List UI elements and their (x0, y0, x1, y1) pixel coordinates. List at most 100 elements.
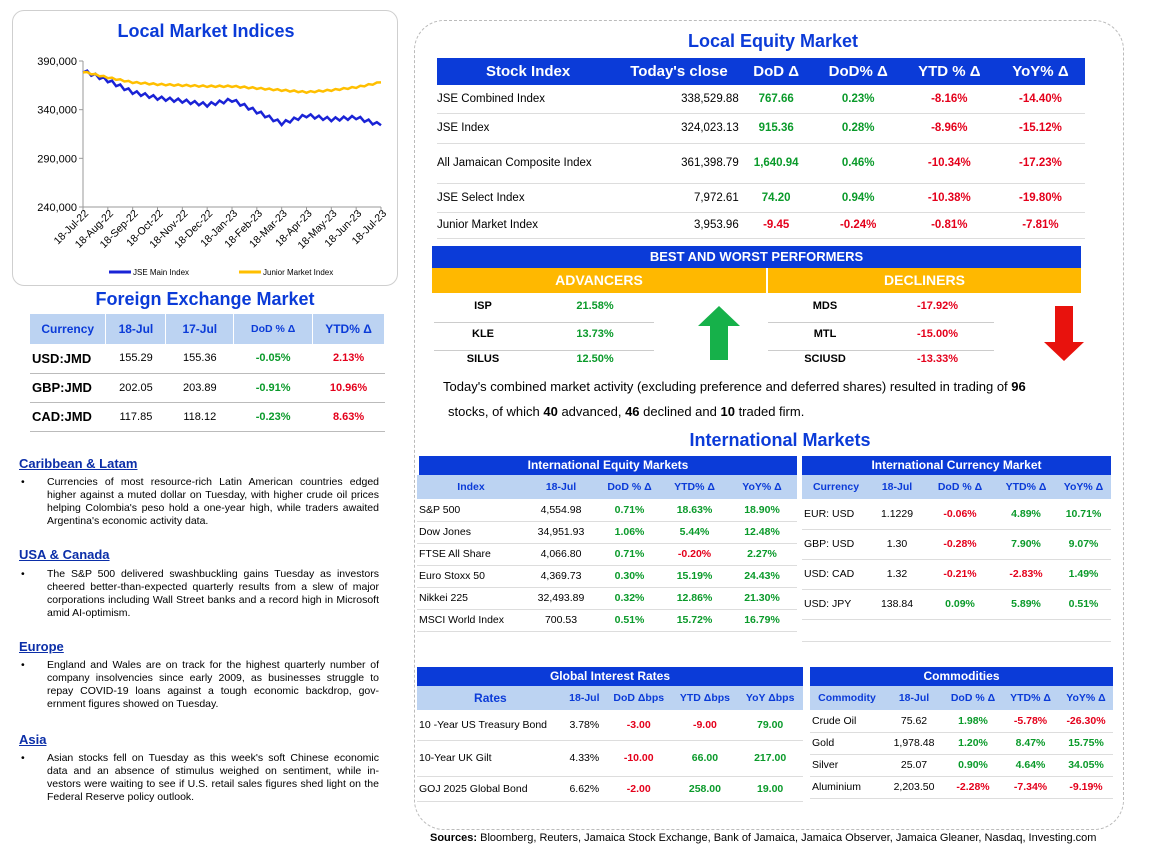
news-item: • The S&P 500 delivered swashbuckling gai… (19, 568, 379, 620)
news-heading: Caribbean & Latam (19, 456, 138, 471)
commodity-value: 2,203.50 (884, 776, 944, 799)
equity-close: 3,953.96 (619, 212, 739, 239)
fx-currency: CAD:JMD (30, 402, 106, 432)
intl-currency-title: International Currency Market (802, 456, 1111, 475)
advancer-symbol: SILUS (466, 353, 500, 365)
equity-row: Junior Market Index 3,953.96 -9.45 -0.24% -0… (437, 212, 1085, 239)
rate-dod: -3.00 (604, 710, 673, 741)
arrow-down-icon (1044, 306, 1084, 361)
decliner-value: -15.00% (917, 328, 958, 340)
equity-ytd: -8.96% (902, 113, 996, 144)
fx-ytd: 2.13% (312, 344, 385, 374)
fx-prev: 155.36 (165, 344, 234, 374)
rates-header: YoY Δbps (737, 686, 803, 710)
fx-table: Currency 18-Jul 17-Jul DoD % Δ YTD% Δ US… (30, 314, 385, 432)
advancer-value: 13.73% (576, 328, 614, 340)
intl-equity-header: DoD % Δ (597, 475, 662, 499)
intl-currency-value: 1.32 (870, 559, 924, 590)
commodity-yoy: 15.75% (1059, 732, 1113, 755)
commodities-table: Commodity 18-Jul DoD % Δ YTD% Δ YoY% Δ C… (810, 686, 1113, 799)
equity-index-name: Junior Market Index (437, 212, 620, 239)
intl-currency-pair: USD: CAD (802, 559, 870, 590)
intl-equity-dod: 0.71% (597, 499, 662, 522)
rates-header: YTD Δbps (672, 686, 738, 710)
fx-header: DoD % Δ (233, 314, 314, 344)
intl-equity-dod: 0.32% (597, 587, 662, 610)
intl-currency-ytd: -2.83% (996, 559, 1056, 590)
intl-currency-dod: 0.09% (924, 589, 996, 620)
intl-currency-row: GBP: USD 1.30 -0.28% 7.90% 9.07% (802, 529, 1111, 560)
local-equity-table: Stock Index Today's close DoD Δ DoD% Δ Y… (437, 58, 1085, 239)
bullet-icon: • (21, 476, 25, 488)
equity-dod: 915.36 (738, 113, 814, 144)
fx-title: Foreign Exchange Market (95, 289, 315, 309)
fx-today: 117.85 (105, 402, 166, 432)
intl-currency-table: Currency 18-Jul DoD % Δ YTD% Δ YoY% Δ EU… (802, 475, 1111, 642)
interest-rates-table: Rates 18-Jul DoD Δbps YTD Δbps YoY Δbps … (417, 686, 803, 802)
intl-currency-row: USD: JPY 138.84 0.09% 5.89% 0.51% (802, 589, 1111, 620)
equity-header: YTD % Δ (902, 58, 996, 85)
intl-equity-name: S&P 500 (417, 499, 525, 522)
rate-ytd: 258.00 (672, 776, 738, 802)
intl-equity-value: 4,369.73 (525, 565, 597, 588)
bullet-icon: • (21, 659, 25, 671)
fx-ytd: 8.63% (312, 402, 385, 432)
commodity-value: 75.62 (884, 710, 944, 733)
fx-dod: -0.05% (233, 344, 313, 374)
intl-currency-value: 138.84 (870, 589, 924, 620)
fx-prev: 118.12 (165, 402, 234, 432)
rates-row: GOJ 2025 Global Bond 6.62% -2.00 258.00 19.0… (417, 776, 803, 802)
equity-dod-pct: 0.94% (813, 183, 903, 213)
intl-currency-dod: -0.28% (924, 529, 996, 560)
intl-equity-value: 4,554.98 (525, 499, 597, 522)
equity-dod-pct: -0.24% (813, 212, 903, 239)
rate-value: 4.33% (563, 740, 605, 777)
equity-dod: 1,640.94 (738, 143, 814, 184)
sources-text: Bloomberg, Reuters, Jamaica Stock Exchan… (477, 832, 1097, 844)
equity-header: YoY% Δ (995, 58, 1085, 85)
news-heading: Europe (19, 639, 64, 654)
intl-equity-value: 700.53 (525, 609, 597, 632)
intl-currency-yoy: 1.49% (1056, 559, 1111, 590)
equity-index-name: JSE Select Index (437, 183, 620, 213)
rates-header: Rates (417, 686, 564, 710)
rate-dod: -10.00 (604, 740, 673, 777)
commodity-name: Crude Oil (810, 710, 884, 733)
commodities-header: DoD % Δ (944, 686, 1002, 710)
equity-header: DoD Δ (738, 58, 814, 85)
commodity-ytd: -5.78% (1002, 710, 1059, 733)
intl-currency-header: 18-Jul (870, 475, 924, 499)
intl-equity-dod: 1.06% (597, 521, 662, 544)
intl-equity-value: 32,493.89 (525, 587, 597, 610)
empty-cell (802, 619, 1111, 642)
intl-currency-yoy: 10.71% (1056, 499, 1111, 530)
decliners-header: DECLINERS (768, 268, 1081, 293)
y-tick-label: 290,000 (37, 153, 77, 165)
equity-dod: 767.66 (738, 85, 814, 114)
equity-row: JSE Combined Index 338,529.88 767.66 0.23% -… (437, 85, 1085, 114)
equity-close: 361,398.79 (619, 143, 739, 184)
bullet-icon: • (21, 752, 25, 764)
equity-ytd: -10.38% (902, 183, 996, 213)
intl-equity-name: FTSE All Share (417, 543, 525, 566)
intl-currency-header: DoD % Δ (924, 475, 996, 499)
equity-yoy: -17.23% (995, 143, 1085, 184)
advancer-value: 12.50% (576, 353, 614, 365)
equity-dod: 74.20 (738, 183, 814, 213)
equity-row: JSE Select Index 7,972.61 74.20 0.94% -10.38… (437, 183, 1085, 213)
intl-equity-ytd: 12.86% (662, 587, 727, 610)
news-text: England and Wales are on track for the h… (47, 659, 379, 710)
commodity-ytd: 8.47% (1002, 732, 1059, 755)
commodity-row: Aluminium 2,203.50 -2.28% -7.34% -9.19% (810, 776, 1113, 799)
news-item: • Asian stocks fell on Tuesday as this we… (19, 752, 379, 804)
commodity-yoy: 34.05% (1059, 754, 1113, 777)
commodity-value: 25.07 (884, 754, 944, 777)
intl-currency-pair: USD: JPY (802, 589, 870, 620)
legend-label: JSE Main Index (133, 268, 189, 277)
commodity-yoy: -26.30% (1059, 710, 1113, 733)
commodity-ytd: -7.34% (1002, 776, 1059, 799)
equity-ytd: -0.81% (902, 212, 996, 239)
fx-dod: -0.23% (233, 402, 313, 432)
equity-index-name: JSE Index (437, 113, 620, 144)
equity-yoy: -19.80% (995, 183, 1085, 213)
